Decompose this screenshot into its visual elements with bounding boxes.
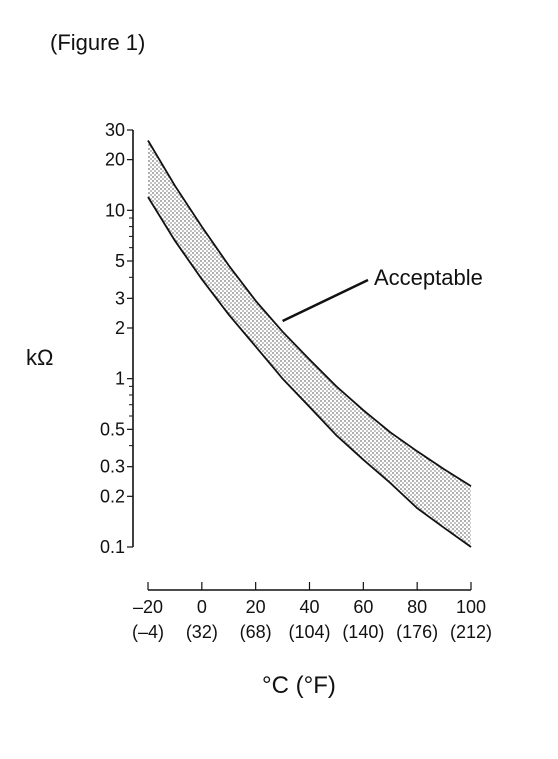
x-tick-label-celsius: 80 — [407, 597, 427, 617]
upper-limit-line — [147, 140, 472, 487]
x-tick-label-fahrenheit: (–4) — [132, 622, 164, 642]
lower-limit-line — [147, 196, 472, 548]
x-tick-label-celsius: 100 — [456, 597, 486, 617]
y-tick-label: 0.2 — [100, 486, 125, 506]
y-tick-label: 10 — [105, 200, 125, 220]
x-tick-label-fahrenheit: (68) — [240, 622, 272, 642]
x-tick-label-celsius: 20 — [246, 597, 266, 617]
y-tick-label: 0.5 — [100, 419, 125, 439]
acceptable-band — [148, 140, 471, 547]
x-tick-label-fahrenheit: (104) — [288, 622, 330, 642]
x-tick-label-celsius: –20 — [133, 597, 163, 617]
x-tick-label-fahrenheit: (176) — [396, 622, 438, 642]
x-tick-label-fahrenheit: (32) — [186, 622, 218, 642]
x-axis-title: °C (°F) — [262, 672, 336, 699]
y-tick-label: 0.3 — [100, 457, 125, 477]
annotation-leader-line — [282, 278, 369, 323]
y-tick-label: 1 — [115, 369, 125, 389]
y-tick-label: 30 — [105, 120, 125, 140]
y-axis-title: kΩ — [26, 345, 54, 370]
x-tick-label-celsius: 0 — [197, 597, 207, 617]
y-tick-label: 5 — [115, 251, 125, 271]
y-tick-label: 2 — [115, 318, 125, 338]
x-tick-label-fahrenheit: (212) — [450, 622, 492, 642]
y-tick-label: 3 — [115, 288, 125, 308]
figure-label: (Figure 1) — [50, 30, 146, 55]
annotation-acceptable: Acceptable — [374, 265, 483, 290]
x-tick-label-fahrenheit: (140) — [342, 622, 384, 642]
x-tick-label-celsius: 60 — [353, 597, 373, 617]
y-tick-label: 20 — [105, 150, 125, 170]
y-tick-label: 0.1 — [100, 537, 125, 557]
x-tick-label-celsius: 40 — [299, 597, 319, 617]
